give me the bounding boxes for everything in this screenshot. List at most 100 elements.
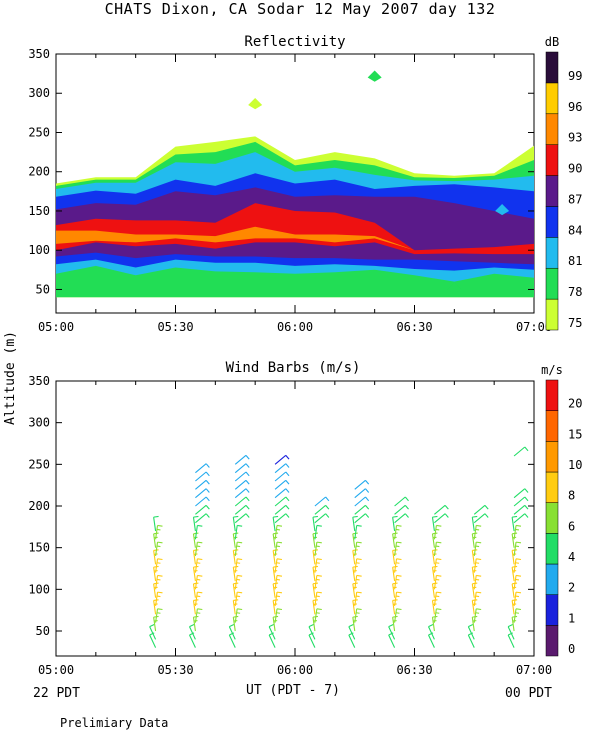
wind-barb <box>513 591 522 607</box>
colorbar-unit: dB <box>545 35 559 49</box>
wind-barb-staff <box>314 504 326 515</box>
wind-barb-flag <box>205 471 210 477</box>
wind-barb-staff <box>473 504 486 515</box>
wind-barb <box>314 608 322 623</box>
wind-barb-flag <box>365 479 370 485</box>
wind-barb-staff <box>312 617 316 632</box>
reflectivity-patch-78 <box>447 282 462 294</box>
wind-barb <box>274 471 290 482</box>
wind-barb <box>155 541 163 557</box>
wind-barb-staff <box>194 592 198 607</box>
wind-barb-staff <box>272 533 276 548</box>
wind-barb <box>388 624 396 640</box>
wind-barb-flag <box>316 591 322 594</box>
wind-barb <box>354 488 370 499</box>
wind-barb <box>433 541 442 557</box>
wind-barb-staff <box>195 504 207 515</box>
wind-barb-staff <box>274 525 278 540</box>
wind-barb <box>314 513 330 524</box>
wind-barb-staff <box>194 525 198 540</box>
wind-barb-flag <box>436 541 442 544</box>
wind-barb-flag <box>193 515 199 518</box>
wind-barb-flag <box>356 558 362 561</box>
wind-barb-staff <box>388 634 396 648</box>
wind-barb-staff <box>354 608 358 623</box>
wind-barb-flag <box>285 454 290 460</box>
wind-barb <box>314 504 330 515</box>
wind-barb-staff <box>274 479 287 490</box>
wind-barb-flag <box>392 515 398 518</box>
wind-barb-staff <box>513 542 517 557</box>
wind-barb-staff <box>194 575 198 590</box>
wind-barb-staff <box>511 533 515 548</box>
wind-barb-flag <box>189 624 195 628</box>
wind-barb-staff <box>513 496 526 507</box>
wind-barb-flag <box>484 513 489 518</box>
wind-barb-flag <box>276 608 283 611</box>
reflectivity-patch-78 <box>367 70 382 82</box>
wind-barb-flag <box>524 504 529 510</box>
wind-barb-flag <box>189 632 195 636</box>
wind-barb-flag <box>285 504 290 510</box>
wind-barb-staff <box>234 542 238 557</box>
wind-barb <box>274 608 283 623</box>
wind-barb-flag <box>507 632 513 636</box>
wind-barb-flag <box>233 515 239 518</box>
wind-panel-title: Wind Barbs (m/s) <box>226 360 361 376</box>
wind-barb-flag <box>197 558 203 561</box>
right-date-label: 00 PDT <box>505 686 552 701</box>
wind-barb <box>433 591 442 607</box>
wind-barb-flag <box>484 504 489 510</box>
wind-barb-flag <box>476 574 482 577</box>
wind-barb-flag <box>157 608 163 611</box>
wind-barb-staff <box>394 496 406 507</box>
wind-barb-flag <box>268 632 274 636</box>
colorbar-segment-20 <box>545 379 559 411</box>
wind-barb-staff <box>513 558 517 573</box>
wind-barb-staff <box>312 567 316 582</box>
wind-barb-flag <box>468 624 474 628</box>
wind-barb-staff <box>471 550 475 565</box>
wind-barb <box>473 524 482 540</box>
colorbar-label: 2 <box>568 581 575 595</box>
wind-barb-flag <box>468 632 474 636</box>
wind-barb-staff <box>434 504 446 515</box>
wind-barb-flag <box>237 574 243 577</box>
colorbar-segment-75 <box>545 298 559 331</box>
wind-barb-staff <box>392 550 396 565</box>
x-tick-label: 05:00 <box>38 320 74 334</box>
wind-barb-flag <box>149 624 155 628</box>
wind-barb-flag <box>515 591 522 594</box>
wind-barb-staff <box>234 525 238 540</box>
wind-barb-flag <box>524 496 529 502</box>
wind-barb <box>274 504 290 515</box>
y-tick-label: 250 <box>28 125 50 139</box>
wind-barb <box>234 541 243 557</box>
y-tick-label: 350 <box>28 374 50 388</box>
colorbar-label: 15 <box>568 427 582 441</box>
reflectivity-band-93 <box>56 226 534 251</box>
wind-barb-flag <box>444 504 449 510</box>
reflectivity-patch-75 <box>248 98 263 110</box>
wind-barb-staff <box>234 504 247 515</box>
colorbar-segment-10 <box>545 441 559 473</box>
wind-barb-flag <box>285 496 290 502</box>
wind-barb-flag <box>396 608 402 611</box>
wind-barb <box>467 624 475 640</box>
wind-barb <box>234 524 243 540</box>
wind-barb-flag <box>268 624 274 628</box>
wind-barb-flag <box>276 541 283 544</box>
wind-barb-staff <box>232 567 236 582</box>
wind-barb <box>473 541 482 557</box>
wind-barb-staff <box>507 634 515 648</box>
wind-barb-flag <box>197 524 203 527</box>
wind-barb <box>274 591 283 607</box>
wind-barb <box>195 488 210 499</box>
wind-barb-staff <box>394 513 406 524</box>
wind-barb-staff <box>428 626 435 640</box>
wind-barb-flag <box>524 446 529 452</box>
wind-barb-flag <box>356 524 362 527</box>
wind-barb <box>473 504 489 515</box>
wind-barb-flag <box>436 608 442 611</box>
wind-barb-flag <box>237 558 243 561</box>
